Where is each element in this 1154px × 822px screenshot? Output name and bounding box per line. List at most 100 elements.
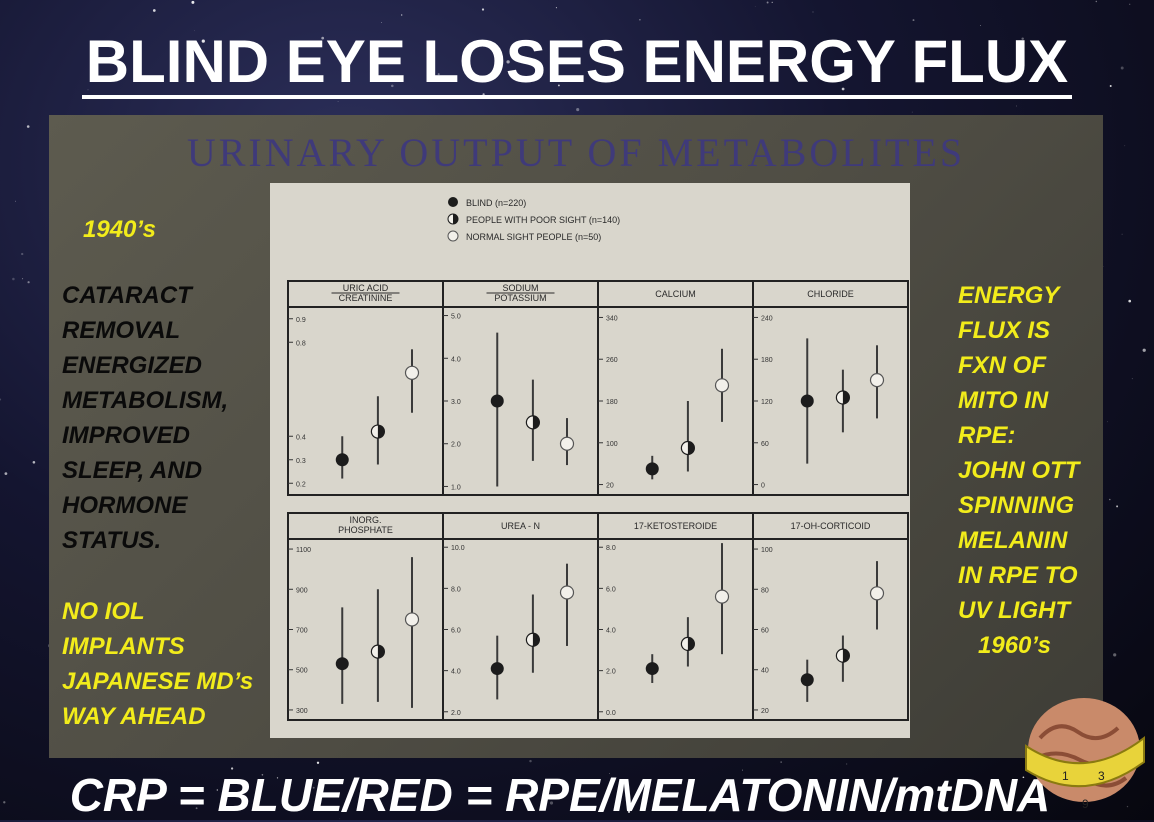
y-tick-label: 2.0	[451, 442, 461, 449]
right-text-line: MITO IN	[958, 387, 1049, 414]
left-text-line: METABOLISM,	[62, 387, 229, 414]
right-text-line: UV LIGHT	[958, 597, 1070, 624]
star	[911, 111, 913, 113]
point-normal-sight	[714, 589, 730, 604]
brain-tape-measure-icon: 1 3 9	[1025, 698, 1145, 811]
star	[841, 87, 845, 91]
point-blind	[800, 394, 814, 408]
star	[1016, 105, 1017, 107]
star	[529, 759, 532, 763]
star	[1129, 3, 1131, 5]
y-tick-label: 3.0	[451, 399, 461, 406]
y-tick-label: 0.2	[296, 481, 306, 488]
star	[608, 772, 610, 774]
right-text-line: IN RPE TO	[958, 562, 1078, 589]
star	[757, 61, 760, 64]
star	[506, 60, 510, 64]
star	[754, 5, 756, 7]
star	[1109, 498, 1111, 501]
star	[1121, 233, 1123, 235]
y-tick-label: 6.0	[606, 586, 616, 593]
y-tick-label: 80	[761, 587, 769, 594]
left-yellow-line: JAPANESE MD’s	[62, 668, 254, 695]
y-tick-label: 60	[761, 441, 769, 448]
panel-frame	[752, 280, 909, 496]
star	[87, 89, 89, 91]
legend-marker-poor-fill	[453, 214, 458, 224]
point-poor-sight-fill	[842, 649, 850, 663]
panel-label: SODIUM	[503, 283, 539, 293]
y-tick-label: 180	[761, 357, 773, 364]
star	[195, 807, 198, 810]
left-yellow-line: WAY AHEAD	[62, 703, 206, 730]
star	[32, 461, 36, 464]
star	[230, 767, 234, 770]
left-yellow-line: IMPLANTS	[62, 633, 185, 660]
star	[954, 805, 958, 809]
star	[1095, 0, 1098, 3]
y-tick-label: 700	[296, 628, 308, 635]
y-tick-label: 120	[761, 399, 773, 406]
star	[216, 789, 218, 791]
left-year-label: 1940’s	[83, 216, 156, 243]
star	[912, 19, 915, 22]
point-blind	[335, 453, 349, 467]
point-blind	[645, 662, 659, 676]
star	[1106, 421, 1108, 423]
point-poor-sight-fill	[532, 415, 540, 429]
point-poor-sight-fill	[842, 391, 850, 405]
star	[812, 11, 814, 13]
panel-label: PHOSPHATE	[338, 525, 393, 535]
y-tick-label: 2.0	[451, 710, 461, 717]
y-tick-label: 8.0	[451, 586, 461, 593]
star	[639, 19, 641, 21]
left-text-block: CATARACT REMOVAL ENERGIZED METABOLISM, IMPRO…	[62, 278, 228, 558]
star	[714, 81, 716, 82]
point-poor-sight-fill	[377, 425, 385, 439]
star	[1124, 145, 1126, 147]
star	[3, 801, 6, 804]
star	[321, 36, 325, 40]
title-text: BLIND EYE LOSES ENERGY FLUX	[81, 28, 1073, 99]
y-tick-label: 340	[606, 315, 618, 322]
y-tick-label: 100	[606, 441, 618, 448]
right-text-line: MELANIN	[958, 527, 1068, 554]
point-blind	[645, 462, 659, 476]
y-tick-label: 20	[761, 708, 769, 715]
panel-label: POTASSIUM	[494, 293, 546, 303]
star	[194, 30, 196, 32]
star	[980, 25, 981, 26]
panel-label: CREATININE	[339, 293, 393, 303]
chart-heading: URINARY OUTPUT OF METABOLITES	[186, 130, 966, 175]
star	[968, 781, 971, 784]
star	[201, 39, 205, 43]
y-tick-label: 180	[606, 399, 618, 406]
panel-frame	[752, 512, 909, 721]
left-text-line: ENERGIZED	[62, 352, 203, 379]
star	[15, 200, 16, 202]
legend-label: BLIND (n=220)	[466, 198, 526, 208]
star	[276, 777, 279, 779]
point-poor-sight-fill	[532, 633, 540, 647]
point-normal-sight	[714, 378, 730, 393]
right-text-line: RPE:	[958, 422, 1016, 449]
star	[1142, 348, 1146, 352]
panel-label: 17-OH-CORTICOID	[791, 521, 871, 531]
right-text-line: JOHN OTT	[958, 457, 1080, 484]
footer-caption: CRP = BLUE/RED = RPE/MELATONIN/mtDNA	[69, 769, 1051, 821]
point-normal-sight	[404, 365, 420, 380]
panel-label: CHLORIDE	[807, 289, 854, 299]
y-tick-label: 0.3	[296, 458, 306, 465]
left-text-line: REMOVAL	[62, 317, 181, 344]
left-text-line: STATUS.	[62, 527, 162, 554]
point-normal-sight	[869, 586, 885, 601]
right-text-line: ENERGY	[958, 282, 1060, 309]
star	[569, 42, 571, 44]
star	[742, 769, 743, 771]
point-blind	[800, 673, 814, 687]
star	[780, 761, 782, 763]
star	[627, 810, 631, 813]
point-poor-sight-fill	[377, 645, 385, 659]
star	[481, 8, 485, 11]
y-tick-label: 4.0	[451, 356, 461, 363]
